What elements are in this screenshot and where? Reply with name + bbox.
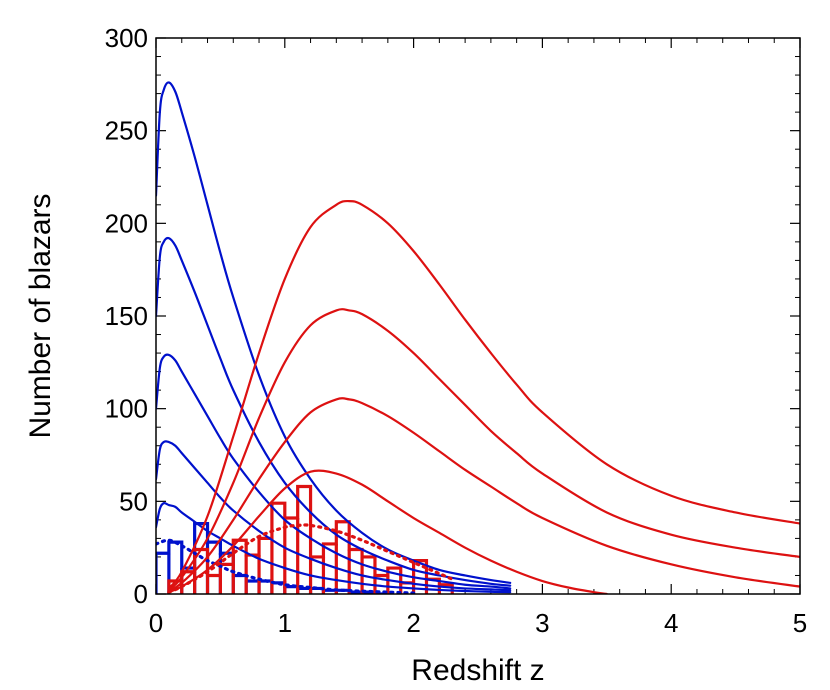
y-tick-label: 100 [105, 394, 148, 424]
blue-solid-curve [156, 81, 512, 584]
blue-solid-curve [156, 353, 512, 590]
axis-ticks [155, 37, 801, 595]
blue-dotted-curve [156, 538, 416, 594]
x-tick-label: 5 [793, 608, 807, 638]
plot-area [156, 81, 800, 594]
y-tick-label: 250 [105, 116, 148, 146]
y-tick-label: 200 [105, 208, 148, 238]
x-tick-label: 0 [149, 608, 163, 638]
y-tick-label: 150 [105, 301, 148, 331]
x-tick-label: 1 [278, 608, 292, 638]
y-tick-label: 300 [105, 23, 148, 53]
blue-solid-curve [156, 440, 512, 592]
y-tick-label: 50 [119, 486, 148, 516]
x-axis-title: Redshift z [411, 654, 544, 687]
blue-solid-curve [156, 236, 512, 587]
red-solid-curve [167, 199, 800, 590]
red-dotted-curve [167, 523, 454, 594]
y-axis-title: Number of blazars [24, 193, 57, 438]
red-solid-curve [167, 469, 608, 594]
x-tick-label: 3 [535, 608, 549, 638]
plot-frame [155, 37, 801, 595]
red-solid-curve [167, 308, 800, 592]
x-tick-label: 2 [406, 608, 420, 638]
blue-solid-curve [156, 501, 512, 594]
y-tick-label: 0 [134, 579, 148, 609]
red-solid-curve [167, 397, 800, 593]
x-tick-label: 4 [664, 608, 678, 638]
